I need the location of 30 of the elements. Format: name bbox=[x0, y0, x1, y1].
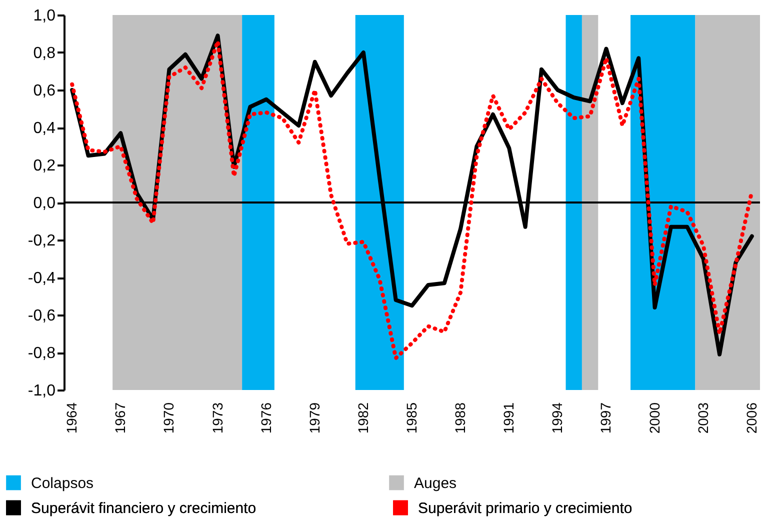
x-tick-label: 2006 bbox=[743, 402, 760, 434]
legend-label: Auges bbox=[414, 474, 457, 492]
y-tick-label: -0,4 bbox=[28, 270, 56, 287]
x-tick-label: 1982 bbox=[354, 402, 371, 434]
x-tick-label: 1991 bbox=[500, 402, 517, 434]
legend-label: Superávit primario y crecimiento bbox=[418, 500, 632, 517]
x-tick-label: 2000 bbox=[646, 402, 662, 434]
y-tick-label: 0,8 bbox=[33, 45, 56, 62]
x-tick-label: 1988 bbox=[452, 402, 468, 434]
x-tick-label: 1979 bbox=[306, 402, 322, 434]
y-tick-label: -0,8 bbox=[28, 345, 56, 362]
y-tick-label: 0,4 bbox=[33, 120, 56, 137]
x-tick-label: 1994 bbox=[549, 402, 566, 434]
x-tick-label: 2003 bbox=[694, 402, 711, 434]
y-tick-label: 0,2 bbox=[33, 158, 56, 174]
x-tick-label: 1970 bbox=[160, 402, 177, 434]
x-tick-label: 1997 bbox=[598, 402, 614, 434]
y-tick-label: 1,0 bbox=[33, 8, 56, 24]
legend-label: Superávit financiero y crecimiento bbox=[31, 500, 256, 517]
x-tick-label: 1985 bbox=[404, 402, 420, 434]
x-tick-label: 1976 bbox=[258, 402, 274, 434]
y-tick-label: 0,6 bbox=[33, 82, 56, 100]
y-tick-label: -0,2 bbox=[28, 232, 56, 250]
legend-label: Colapsos bbox=[31, 474, 94, 492]
y-tick-label: -1,0 bbox=[28, 382, 56, 400]
y-tick-label: -0,6 bbox=[28, 308, 56, 324]
x-tick-label: 1973 bbox=[209, 402, 226, 434]
x-tick-label: 1964 bbox=[64, 402, 80, 434]
x-tick-label: 1967 bbox=[112, 402, 128, 434]
y-tick-label: 0,0 bbox=[33, 195, 56, 212]
